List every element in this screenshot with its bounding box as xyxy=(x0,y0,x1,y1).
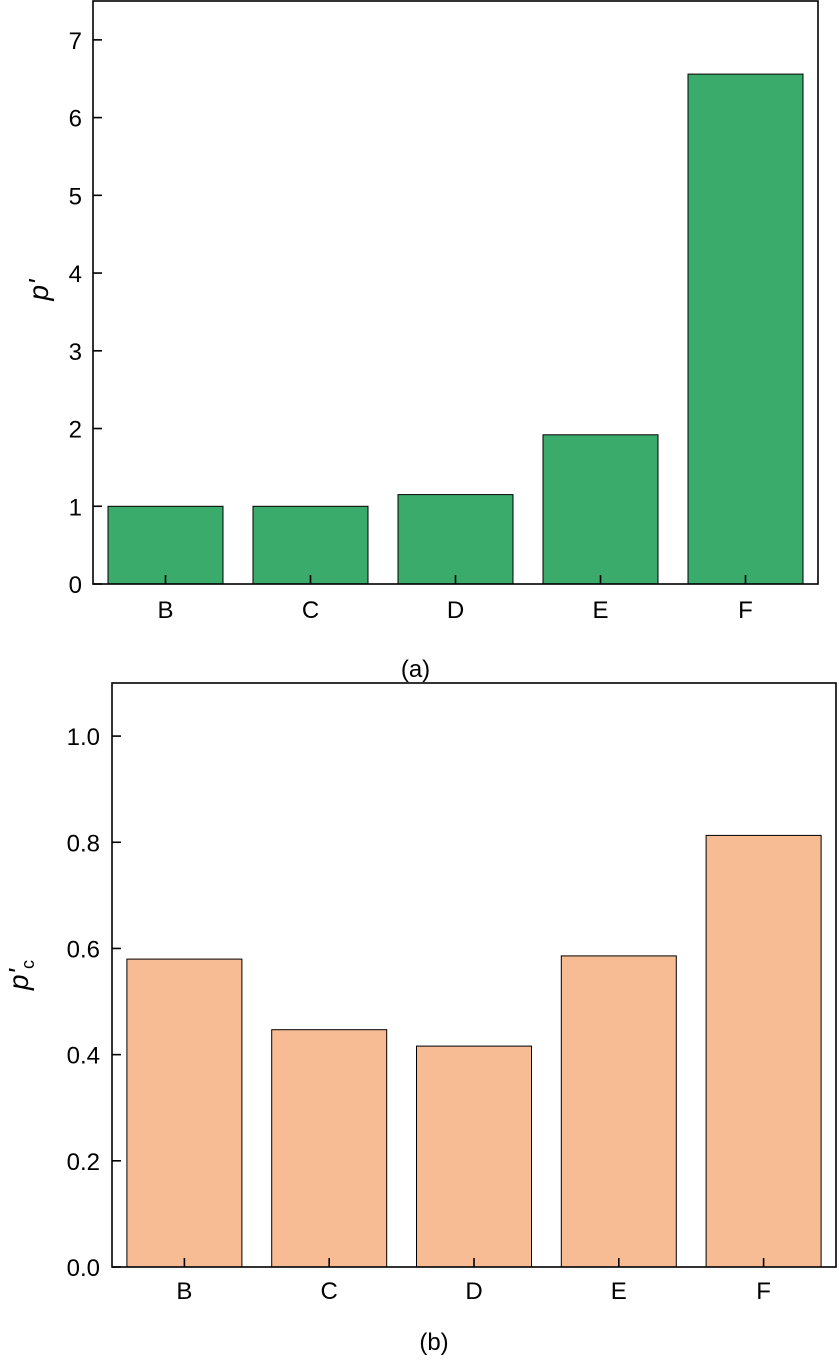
panel-b-bar-E xyxy=(560,955,677,1268)
panel-a-bar-B xyxy=(107,505,224,585)
panel-a-bar-F xyxy=(687,73,804,585)
panel-a-category-label: E xyxy=(592,597,608,624)
panel-b-ytick-label: 0.2 xyxy=(67,1149,100,1176)
panel-b-y-axis-label: p'c xyxy=(3,960,38,991)
panel-a-ytick-label: 4 xyxy=(69,261,82,288)
panel-a-ytick-label: 7 xyxy=(69,28,82,55)
panel-b-category-label: E xyxy=(611,1278,627,1305)
panel-a-ytick-label: 0 xyxy=(69,572,82,599)
panel-b-category-label: C xyxy=(321,1278,338,1305)
panel-a-chart: 0 1 2 3 4 5 6 7 B C D E Fp' (a) xyxy=(23,0,819,683)
panel-b-ytick-label: 0.0 xyxy=(67,1255,100,1282)
panel-a-ytick-label: 5 xyxy=(69,183,82,210)
panel-a-ytick-label: 3 xyxy=(69,339,82,366)
panel-b-bar-C xyxy=(271,1029,388,1268)
panel-b-y-axis-label-subscript: c xyxy=(18,960,38,969)
panel-b-bar-B xyxy=(126,958,243,1268)
panel-a-category-label: F xyxy=(738,597,753,624)
panel-a-y-axis-label: p' xyxy=(23,278,54,302)
panel-b-chart: 0.0 0.2 0.4 0.6 0.8 1.0 B C D E Fp'c (b) xyxy=(3,682,837,1356)
panel-b-ytick-label: 0.8 xyxy=(67,830,100,857)
panel-b-category-label: D xyxy=(465,1278,482,1305)
panel-a-category-label: B xyxy=(157,597,173,624)
panel-a-caption: (a) xyxy=(401,656,430,683)
panel-a-category-label: C xyxy=(302,597,319,624)
panel-b-category-label: B xyxy=(176,1278,192,1305)
panel-b-caption: (b) xyxy=(419,1329,448,1356)
panel-a-bar-D xyxy=(397,494,514,585)
panel-b-ytick-label: 0.6 xyxy=(67,936,100,963)
panel-a-bar-E xyxy=(542,434,659,585)
panel-b-ytick-label: 1.0 xyxy=(67,724,100,751)
panel-b-ytick-label: 0.4 xyxy=(67,1043,100,1070)
panel-a-ytick-label: 2 xyxy=(69,417,82,444)
panel-b-bar-F xyxy=(705,834,822,1268)
panel-a-ytick-label: 1 xyxy=(69,494,82,521)
panel-a-bar-C xyxy=(252,505,369,585)
panel-a-category-label: D xyxy=(447,597,464,624)
panel-a-ytick-label: 6 xyxy=(69,106,82,133)
panel-b-bar-D xyxy=(416,1045,532,1268)
panel-b-category-label: F xyxy=(756,1278,771,1305)
